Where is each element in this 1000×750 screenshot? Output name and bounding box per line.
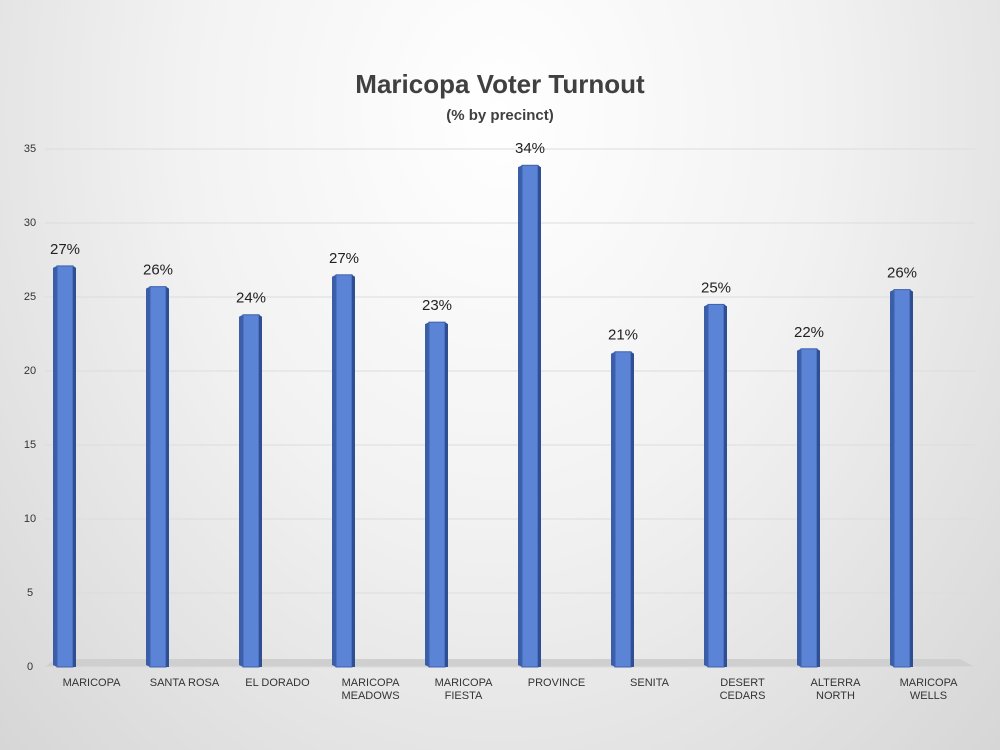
- bar-side: [239, 314, 243, 667]
- bar-edge: [352, 274, 355, 667]
- floor: [45, 659, 975, 667]
- data-label: 27%: [329, 250, 359, 267]
- bar-edge: [445, 322, 448, 667]
- bar-side: [704, 304, 708, 667]
- bar: [335, 274, 353, 668]
- x-tick-label: DESERT CEDARS: [719, 677, 766, 702]
- data-label: 26%: [143, 262, 173, 279]
- data-label: 34%: [515, 140, 545, 157]
- x-tick-label: MARICOPA WELLS: [899, 677, 958, 702]
- x-tick-label: SENITA: [630, 677, 669, 689]
- y-tick-label: 5: [27, 587, 33, 599]
- bar-side: [518, 165, 522, 667]
- x-tick-label: MARICOPA FIESTA: [434, 677, 493, 702]
- bar-side: [146, 286, 150, 667]
- chart-title: Maricopa Voter Turnout: [355, 69, 645, 99]
- x-tick-label: EL DORADO: [245, 677, 310, 689]
- bar-edge: [724, 304, 727, 667]
- bar-edge: [73, 265, 76, 667]
- y-tick-label: 15: [24, 439, 36, 451]
- data-label: 22%: [794, 324, 824, 341]
- bar-edge: [631, 351, 634, 667]
- data-label: 24%: [236, 290, 266, 307]
- bar: [614, 351, 632, 668]
- bar-side: [797, 348, 801, 667]
- y-tick-label: 10: [24, 513, 36, 525]
- bar-side: [425, 322, 429, 667]
- y-tick-label: 35: [24, 143, 36, 155]
- bar-edge: [817, 348, 820, 667]
- x-tick-label: SANTA ROSA: [149, 677, 220, 689]
- bar-edge: [166, 286, 169, 667]
- data-label: 27%: [50, 241, 80, 258]
- x-tick-label: MARICOPA MEADOWS: [341, 677, 400, 702]
- y-tick-label: 0: [27, 661, 33, 673]
- bar-side: [332, 274, 336, 667]
- data-label: 21%: [608, 327, 638, 344]
- bar: [242, 314, 260, 668]
- x-tick-label: MARICOPA: [62, 677, 121, 689]
- y-tick-label: 20: [24, 365, 36, 377]
- bar: [707, 303, 725, 668]
- bar: [521, 164, 539, 668]
- y-tick-label: 30: [24, 217, 36, 229]
- bar: [893, 289, 911, 668]
- chart-subtitle: (% by precinct): [446, 107, 554, 124]
- bar: [428, 321, 446, 668]
- bar: [149, 286, 167, 668]
- bar-side: [53, 265, 57, 667]
- data-label: 25%: [701, 279, 731, 296]
- x-tick-label: PROVINCE: [527, 677, 586, 689]
- bar-edge: [910, 289, 913, 667]
- bar-edge: [259, 314, 262, 667]
- y-tick-label: 25: [24, 291, 36, 303]
- bar-side: [611, 351, 615, 667]
- bar-side: [890, 289, 894, 667]
- bar-edge: [538, 165, 541, 667]
- data-label: 26%: [887, 265, 917, 282]
- x-tick-label: ALTERRA NORTH: [810, 677, 861, 702]
- bar: [56, 265, 74, 668]
- bar: [800, 348, 818, 668]
- data-label: 23%: [422, 297, 452, 314]
